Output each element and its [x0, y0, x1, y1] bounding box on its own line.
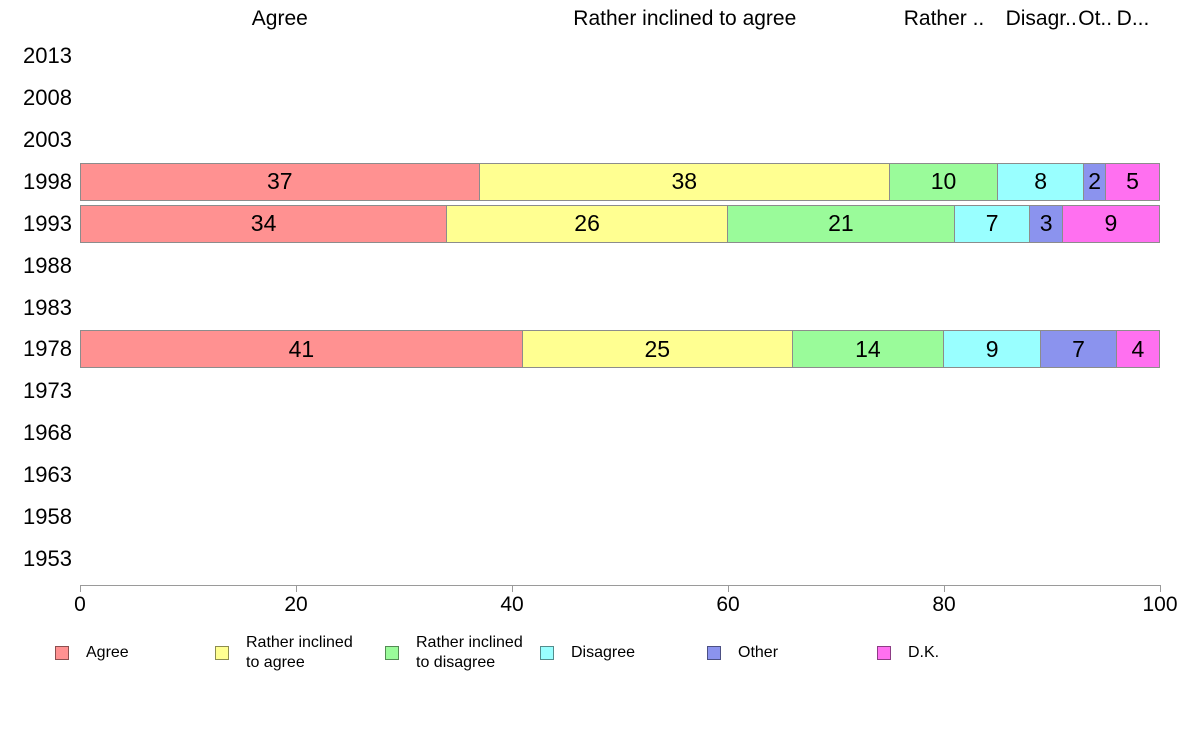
- bar-segment: 2: [1083, 162, 1106, 201]
- bar-segment: 7: [1040, 330, 1117, 369]
- bar-segment: 25: [521, 330, 793, 369]
- year-label: 1953: [23, 546, 72, 572]
- year-label: 1998: [23, 168, 72, 194]
- legend-swatch: [385, 646, 399, 660]
- x-axis-tick-label: 40: [500, 593, 524, 616]
- legend-item: Agree: [55, 630, 129, 676]
- bar-segment: 7: [953, 204, 1031, 243]
- year-label: 1983: [23, 294, 72, 320]
- x-axis-tick: [1160, 585, 1161, 592]
- legend-swatch: [877, 646, 891, 660]
- legend-label: Rather inclined to agree: [246, 634, 353, 671]
- x-axis-tick-label: 60: [716, 593, 740, 616]
- year-label: 1968: [23, 420, 72, 446]
- bar-segment: 26: [446, 204, 728, 243]
- bar-segment: 4: [1115, 330, 1160, 369]
- x-axis-tick-label: 80: [932, 593, 956, 616]
- column-header: Ot..: [1078, 7, 1113, 30]
- legend-label: Rather inclined to disagree: [416, 634, 523, 671]
- bar-segment: 38: [478, 162, 890, 201]
- x-axis-tick: [512, 585, 513, 592]
- year-label: 1958: [23, 504, 72, 530]
- year-label: 2013: [23, 43, 72, 68]
- bar-segment: 3: [1029, 204, 1063, 243]
- legend-label: Agree: [86, 644, 129, 661]
- legend-item: Rather inclined to agree: [215, 630, 353, 676]
- x-axis-tick-label: 0: [74, 593, 86, 616]
- year-label: 1993: [23, 210, 72, 236]
- x-axis-tick: [728, 585, 729, 592]
- bar-segment: 41: [80, 330, 523, 369]
- legend-label: Other: [738, 644, 779, 661]
- bar-segment: 34: [80, 204, 448, 243]
- year-label: 2003: [23, 126, 72, 152]
- year-label: 2008: [23, 84, 72, 110]
- bar-segment: 8: [997, 162, 1085, 201]
- column-header: D...: [1116, 7, 1150, 30]
- legend-item: Rather inclined to disagree: [385, 630, 523, 676]
- column-header: Disagr..: [1005, 7, 1077, 30]
- legend-swatch: [707, 646, 721, 660]
- column-header: Agree: [251, 7, 308, 30]
- year-label: 1973: [23, 378, 72, 404]
- bar-segment: 9: [943, 330, 1042, 369]
- column-header: Rather inclined to agree: [573, 7, 797, 30]
- legend-item: Other: [707, 630, 778, 676]
- legend-label: D.K.: [908, 644, 940, 661]
- bar-segment: 21: [727, 204, 955, 243]
- bar-segment: 37: [80, 162, 480, 201]
- legend-item: Disagree: [540, 630, 635, 676]
- column-header: Rather ..: [903, 7, 985, 30]
- legend-item: D.K.: [877, 630, 939, 676]
- bar-segment: 14: [791, 330, 944, 369]
- year-label: 1963: [23, 462, 72, 488]
- bar-segment: 5: [1105, 162, 1160, 201]
- x-axis-tick-label: 100: [1142, 593, 1178, 616]
- x-axis-tick: [944, 585, 945, 592]
- x-axis-tick: [80, 585, 81, 592]
- legend-swatch: [215, 646, 229, 660]
- x-axis-tick-label: 20: [284, 593, 308, 616]
- legend-swatch: [55, 646, 69, 660]
- bar-segment: 10: [889, 162, 998, 201]
- bar-segment: 9: [1061, 204, 1160, 243]
- year-label: 1988: [23, 252, 72, 278]
- year-label: 1978: [23, 336, 72, 362]
- x-axis-tick: [296, 585, 297, 592]
- x-axis-line: [80, 585, 1161, 586]
- legend-swatch: [540, 646, 554, 660]
- legend-label: Disagree: [571, 644, 636, 661]
